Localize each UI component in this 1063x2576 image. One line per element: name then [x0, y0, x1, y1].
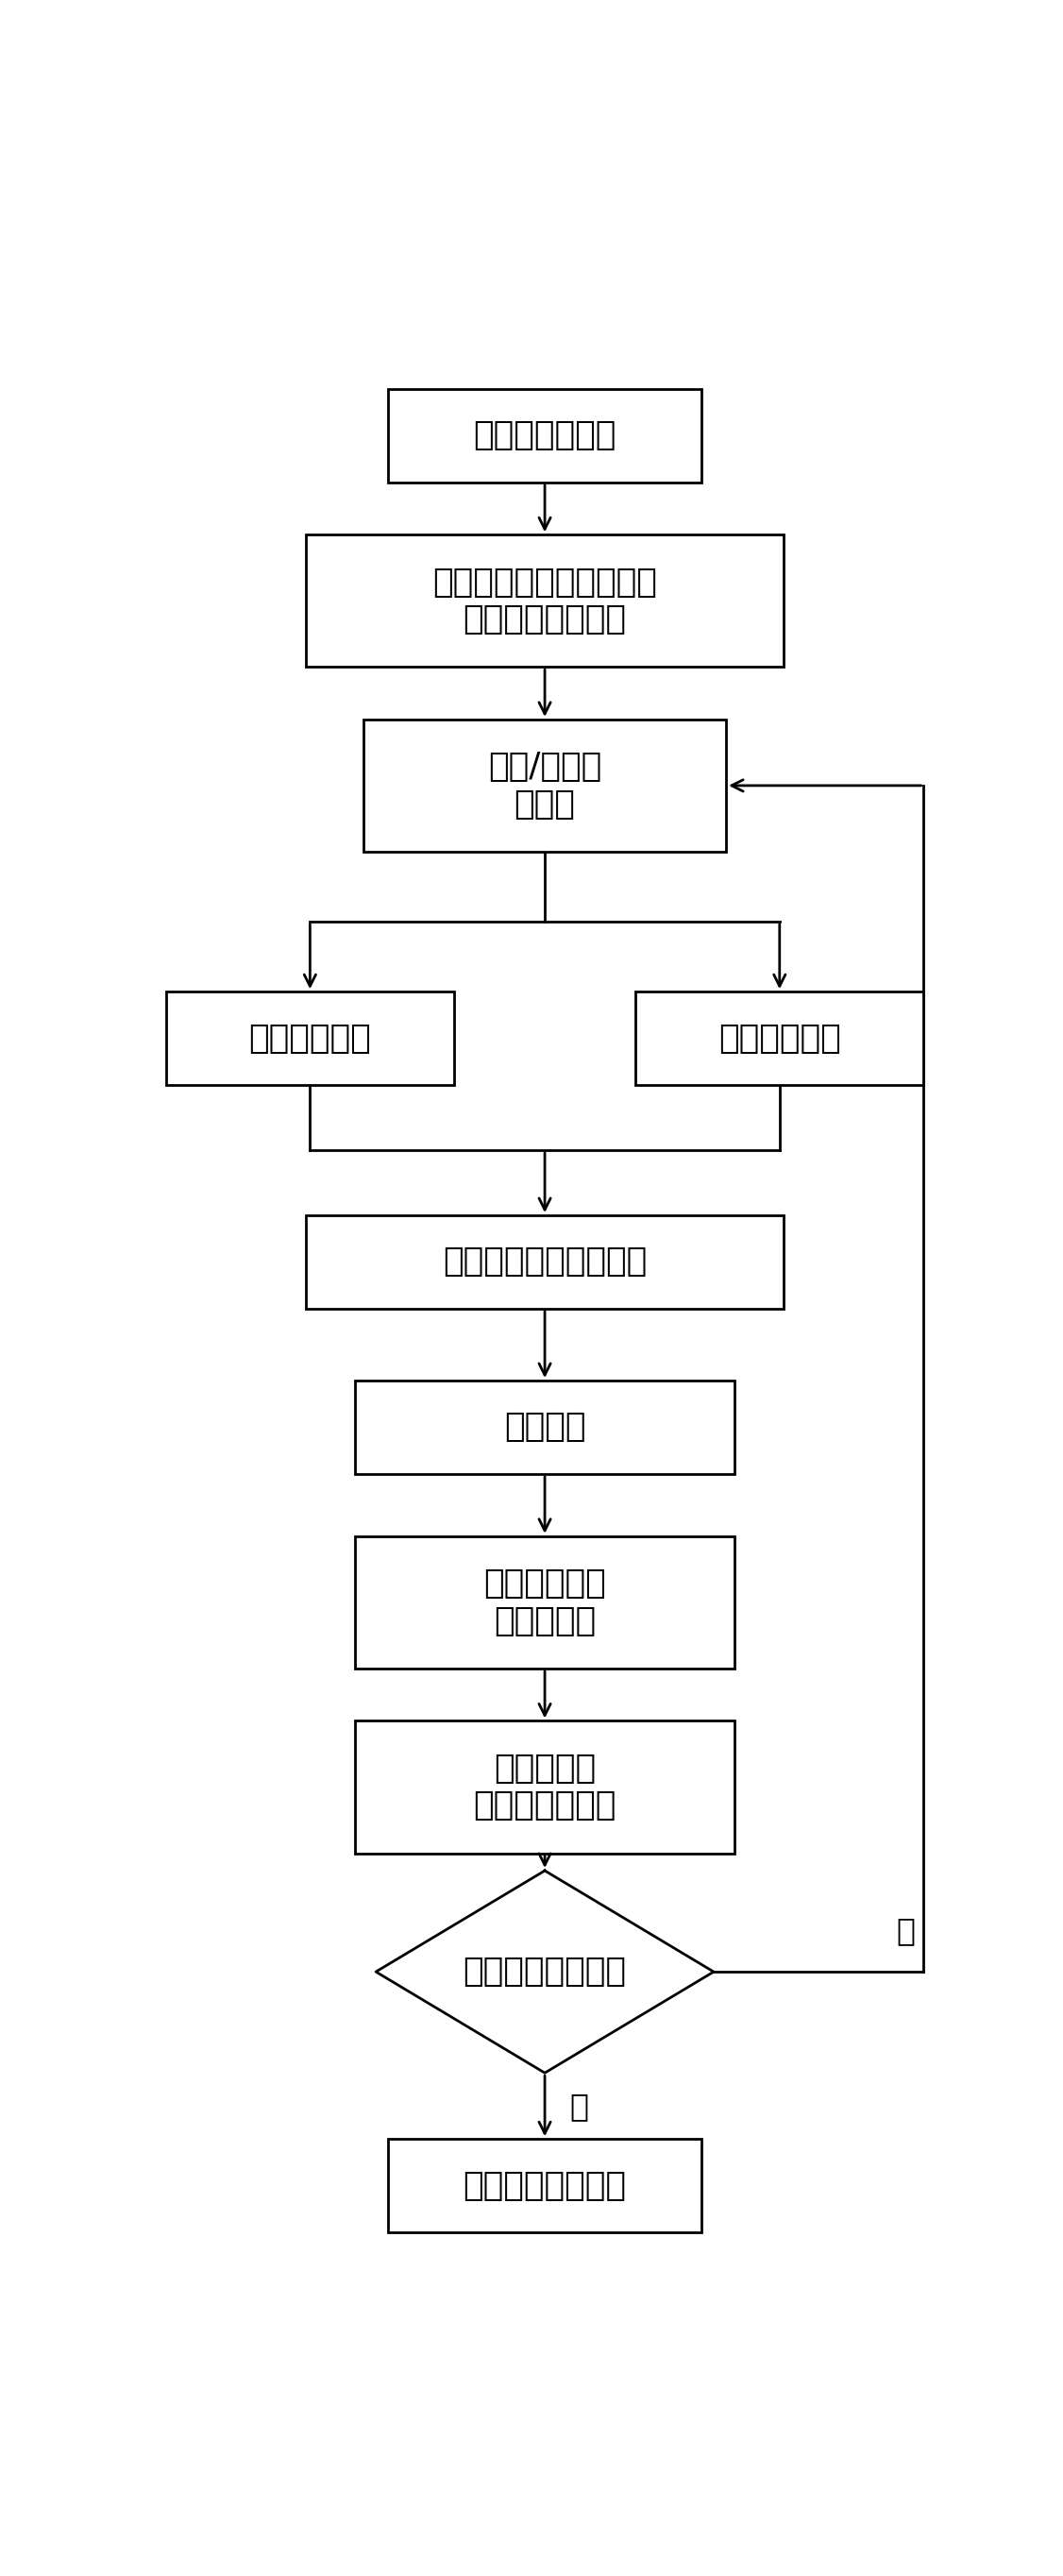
Text: 经济效益目标函数优化: 经济效益目标函数优化	[442, 1247, 647, 1278]
Text: 进入下一生长阶段: 进入下一生长阶段	[463, 2169, 626, 2202]
Bar	[364, 719, 726, 853]
Bar	[388, 2138, 702, 2233]
Text: 产量预测模型: 产量预测模型	[719, 1023, 841, 1054]
Bar	[355, 1721, 735, 1852]
Text: 当前生长阶段结束: 当前生长阶段结束	[463, 1955, 626, 1989]
Bar	[355, 1381, 735, 1473]
Text: 否: 否	[896, 1917, 915, 1947]
Text: 计算机辅助系统: 计算机辅助系统	[473, 420, 617, 451]
Text: 能耗预测模型: 能耗预测模型	[249, 1023, 371, 1054]
Text: 多因子协调
控制算法控制器: 多因子协调 控制算法控制器	[473, 1752, 617, 1821]
Bar	[636, 992, 924, 1084]
Bar	[306, 1216, 783, 1309]
Bar	[306, 536, 783, 667]
Text: 优化后的环境
控制目标値: 优化后的环境 控制目标値	[484, 1569, 606, 1636]
Bar	[388, 389, 702, 482]
Text: 基于经验的多因子协调控
制算法给定初始値: 基于经验的多因子协调控 制算法给定初始値	[433, 567, 657, 636]
Text: 用户决策: 用户决策	[504, 1412, 586, 1443]
Polygon shape	[376, 1870, 713, 2074]
Text: 是: 是	[570, 2089, 589, 2123]
Bar	[166, 992, 454, 1084]
Text: 气象/作物信
息获取: 气象/作物信 息获取	[488, 750, 602, 819]
Bar	[355, 1535, 735, 1669]
